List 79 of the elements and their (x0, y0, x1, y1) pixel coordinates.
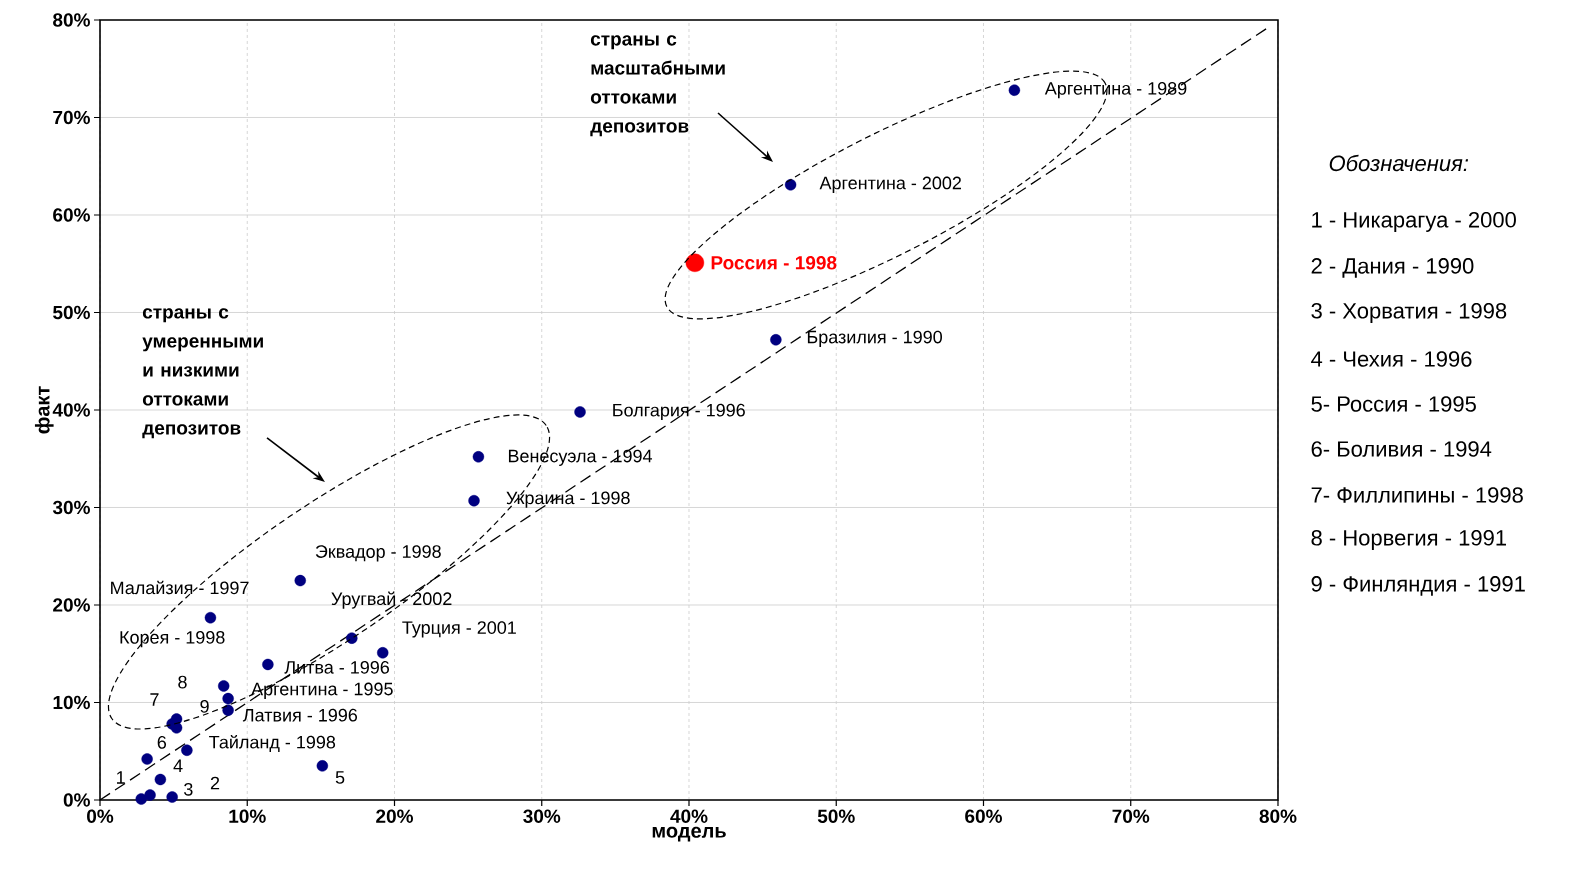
point (144, 789, 156, 801)
text: Обозначения: (1329, 154, 1469, 172)
annotation: 9 (200, 699, 209, 713)
annotation: 6 (157, 736, 167, 749)
annotation: Аргентина - 2002 (819, 176, 961, 193)
point (468, 494, 480, 507)
point (685, 253, 705, 272)
point (170, 722, 183, 734)
point (166, 791, 178, 803)
point (218, 680, 230, 692)
annotation: Латвия - 1996 (242, 708, 358, 722)
annotation: Украина - 1998 (506, 491, 630, 508)
text: 4 - Чехия - 1996 (1311, 351, 1472, 367)
series-label: Россия - 1998 (711, 256, 837, 270)
point (574, 406, 586, 418)
point (141, 753, 153, 765)
x-tick-label: 40% (670, 809, 708, 823)
x-tick-label: 80% (1259, 809, 1297, 823)
annotation: 1 (117, 771, 125, 784)
annotation: Тайланд - 1998 (209, 734, 336, 752)
point (316, 760, 329, 772)
annotation: Аргентина - 1989 (1044, 82, 1187, 99)
annotation: Корея - 1998 (120, 630, 225, 648)
x-tick-label: 0% (87, 809, 114, 823)
annotation: 4 (173, 759, 183, 772)
y-tick-label: 10% (53, 695, 90, 710)
annotation: Эквадор - 1998 (315, 545, 441, 562)
x-tick-label: 60% (965, 809, 1002, 823)
annotation: 7 (150, 693, 159, 706)
annotation: Венесуэла - 1994 (508, 449, 653, 466)
point (1008, 84, 1021, 96)
x-tick-label: 10% (229, 809, 266, 823)
text: 7- Филлипины - 1998 (1311, 487, 1523, 503)
point (222, 692, 234, 705)
annotation: Малайзия - 1997 (111, 580, 249, 595)
y-tick-label: 20% (53, 598, 90, 612)
point (222, 704, 234, 716)
text: 1 - Никарагуа - 2000 (1312, 212, 1516, 232)
annotation: Аргентина - 1995 (251, 682, 393, 699)
annotation: 3 (184, 782, 193, 796)
text: 2 - Дания - 1990 (1311, 258, 1474, 278)
point (262, 658, 274, 671)
point (294, 574, 306, 587)
text: 8 - Норвегия - 1991 (1311, 530, 1506, 550)
text: 6- Боливия - 1994 (1311, 441, 1492, 457)
point (377, 647, 389, 659)
y-tick-label: 60% (53, 208, 90, 222)
point (784, 179, 797, 191)
text: 9 - Финляндия - 1991 (1311, 576, 1525, 596)
annotation: Турция - 2001 (402, 621, 516, 638)
annotation: страны с умеренными и низкими оттоками депозитов (142, 308, 263, 439)
annotation: страны с масштабными оттоками депозитов (590, 35, 725, 137)
x-tick-label: 70% (1112, 809, 1150, 823)
annotation: 2 (210, 776, 220, 790)
annotation: Бразилия - 1990 (807, 330, 942, 347)
x-tick-label: 30% (523, 809, 561, 823)
y-tick-label: 80% (53, 13, 90, 27)
text: 3 - Хорватия - 1998 (1311, 303, 1507, 323)
annotation: 5 (335, 771, 345, 784)
text: 5- Россия - 1995 (1311, 396, 1476, 412)
point (346, 632, 358, 644)
point (204, 611, 217, 624)
point (472, 451, 485, 463)
annotation: 8 (178, 675, 187, 689)
y-tick-label: 50% (53, 305, 90, 320)
point (154, 773, 167, 786)
annotation: Уругвай - 2002 (331, 591, 452, 609)
point (135, 793, 147, 805)
point (770, 334, 782, 346)
annotation: Болгария - 1996 (613, 403, 745, 421)
y-tick-label: 30% (52, 500, 90, 515)
y-axis-title: факт (34, 386, 54, 434)
x-tick-label: 20% (376, 809, 414, 823)
point (181, 744, 193, 756)
y-tick-label: 40% (52, 403, 90, 417)
y-tick-label: 70% (53, 110, 90, 125)
x-tick-label: 50% (817, 809, 855, 823)
x-axis-title: модель (652, 826, 726, 842)
y-tick-label: 0% (63, 793, 90, 807)
